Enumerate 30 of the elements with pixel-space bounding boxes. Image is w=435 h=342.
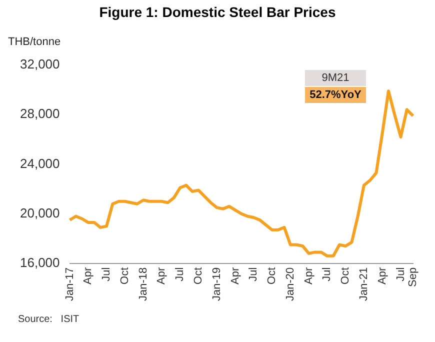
x-tick-label: Jan-18 (137, 267, 150, 302)
x-tick-label: Oct (340, 267, 352, 284)
x-tick-label: Apr (156, 267, 168, 284)
annotation: 9M21 (305, 70, 366, 86)
x-tick-label: Oct (192, 267, 205, 284)
y-tick-label: 24,000 (20, 156, 60, 171)
x-tick-label: Apr (82, 267, 94, 284)
x-tick-label: Oct (118, 267, 131, 284)
chart-title: Figure 1: Domestic Steel Bar Prices (98, 4, 337, 20)
x-tick-label: Apr (229, 267, 242, 284)
x-tick-label: Jul (248, 267, 260, 282)
x-tick-label: Apr (376, 267, 388, 284)
annotation: 52.7%YoY (305, 87, 366, 103)
x-tick-label: Apr (302, 267, 315, 284)
x-tick-label: Jan-20 (284, 267, 296, 302)
y-tick-label: 28,000 (20, 106, 60, 122)
y-tick-label: 20,000 (20, 205, 60, 220)
x-tick-label: Jan-19 (210, 267, 223, 302)
y-tick-label: 16,000 (20, 254, 60, 270)
source-note: Source: ISIT (18, 314, 80, 325)
x-tick-label: Jan-17 (64, 267, 76, 302)
y-tick-label: 32,000 (20, 56, 60, 72)
x-tick-label: Jan-21 (358, 267, 370, 302)
x-tick-label: Oct (266, 267, 278, 284)
y-axis-title: THB/tonne (8, 36, 61, 48)
x-tick-label: Jul (174, 267, 186, 282)
x-tick-label: Jul (321, 267, 334, 282)
x-tick-label: Jul (394, 267, 407, 282)
x-tick-label: Sep (407, 267, 420, 287)
x-tick-label: Jul (100, 267, 113, 282)
